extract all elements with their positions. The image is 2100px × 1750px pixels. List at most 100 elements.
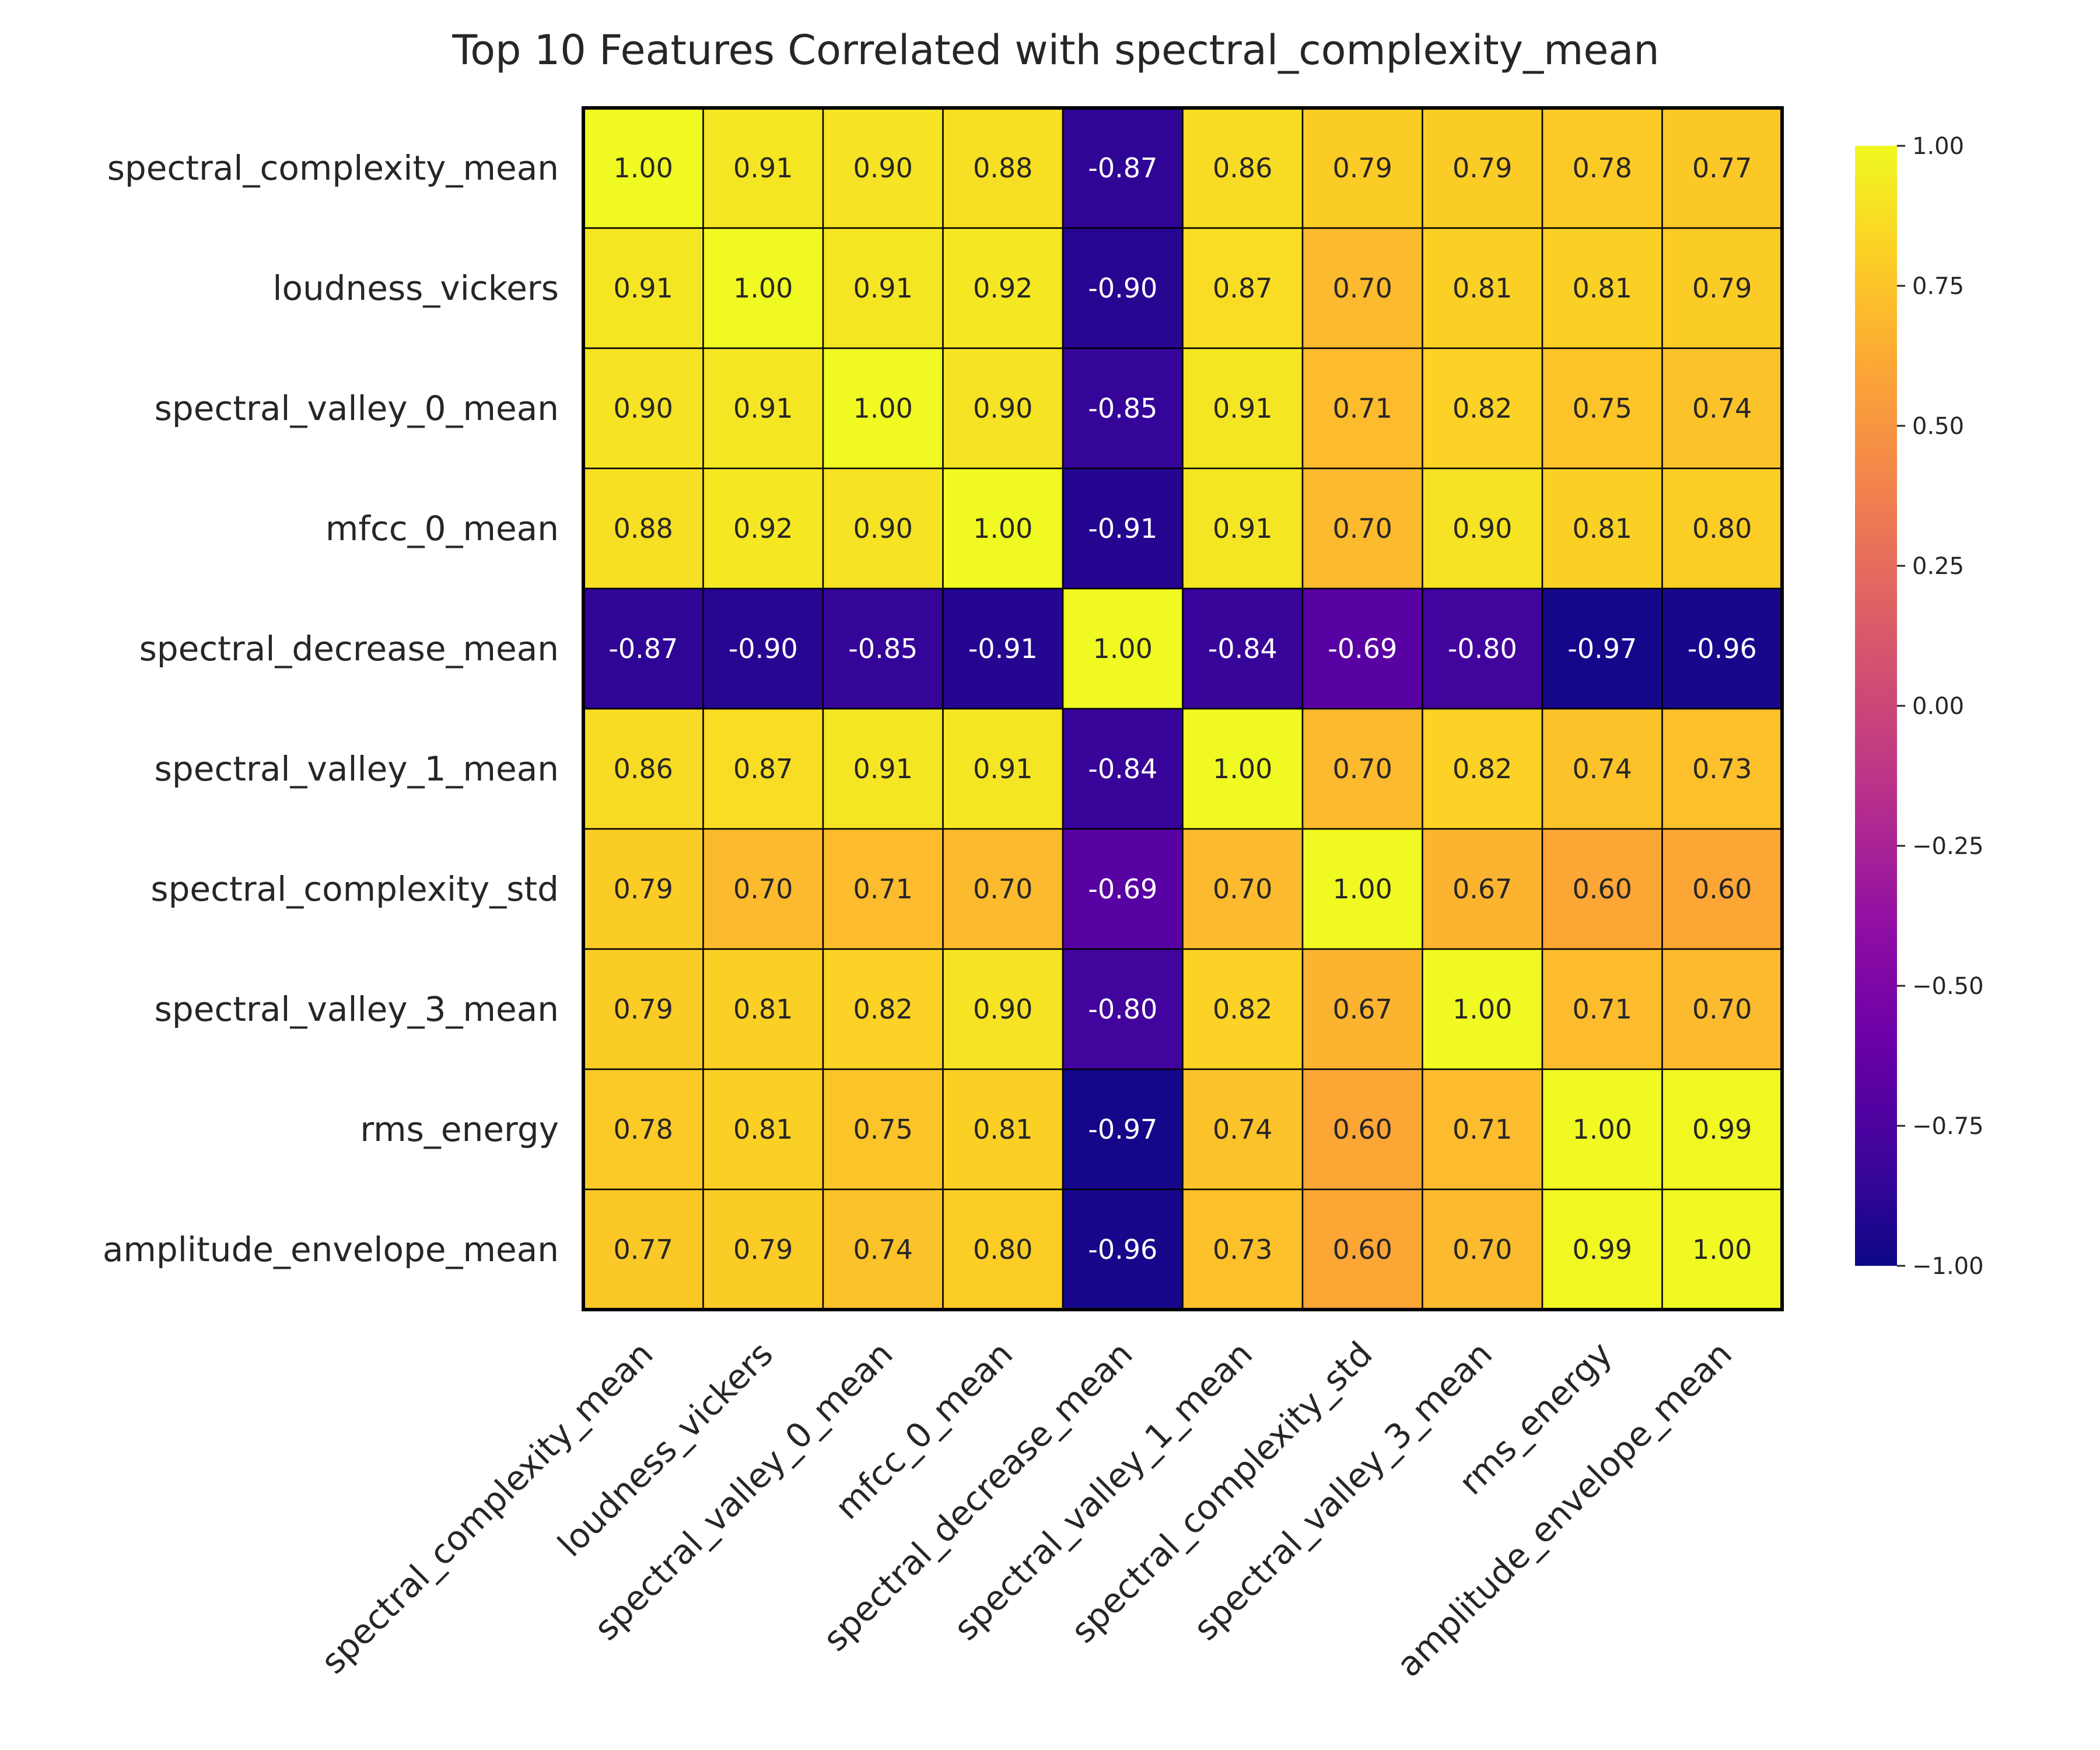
heatmap-cell — [1541, 587, 1663, 710]
cell-value-label: 0.99 — [1573, 1234, 1632, 1265]
cell-value-label: 1.00 — [1333, 873, 1392, 905]
cell-value-label: 0.70 — [1333, 513, 1392, 544]
cell-value-label: 0.73 — [1692, 753, 1752, 785]
cell-value-label: 0.88 — [973, 152, 1032, 184]
cell-value-label: 0.86 — [1213, 152, 1272, 184]
heatmap-cell — [822, 948, 944, 1070]
heatmap-cell — [942, 107, 1064, 229]
cell-value-label: 0.78 — [614, 1114, 673, 1145]
heatmap-cell — [1182, 107, 1304, 229]
cell-value-label: 0.79 — [733, 1234, 793, 1265]
heatmap-cell-labels: 1.00 0.91 0.90 0.88 -0.87 0.86 0.79 0.79 0.78 0.7… — [608, 152, 1757, 1265]
heatmap-cell — [1422, 347, 1544, 470]
cell-value-label: 0.80 — [973, 1234, 1032, 1265]
heatmap-cell — [1182, 467, 1304, 590]
heatmap-cell — [582, 1188, 704, 1311]
cell-value-label: -0.80 — [1088, 993, 1157, 1025]
cell-value-label: 0.67 — [1333, 993, 1392, 1025]
cell-value-label: 0.80 — [1692, 513, 1752, 544]
heatmap-cell — [702, 227, 824, 349]
cell-value-label: -0.91 — [1088, 513, 1157, 544]
heatmap-cell — [1541, 467, 1663, 590]
heatmap-cell — [822, 587, 944, 710]
cell-value-label: 0.90 — [853, 152, 913, 184]
heatmap-cell — [1661, 1188, 1783, 1311]
row-label: loudness_vickers — [272, 268, 559, 308]
colorbar-tick-label: 0.75 — [1912, 273, 1964, 300]
cell-value-label: 0.82 — [1213, 993, 1272, 1025]
cell-value-label: 0.82 — [853, 993, 913, 1025]
cell-value-label: 0.74 — [1213, 1114, 1272, 1145]
cell-value-label: 1.00 — [614, 152, 673, 184]
colorbar-ticks: 1.00 0.75 0.50 0.25 0.00 −0.25 −0.50 −0.75 −1.00 — [1897, 133, 1984, 1280]
cell-value-label: 0.91 — [853, 753, 913, 785]
heatmap-cell — [1661, 828, 1783, 950]
cell-value-label: 0.91 — [733, 152, 793, 184]
column-labels: spectral_complexity_meanloudness_vickers… — [313, 1334, 1740, 1685]
cell-value-label: 0.90 — [1452, 513, 1512, 544]
cell-value-label: -0.87 — [1088, 152, 1157, 184]
cell-value-label: 0.88 — [614, 513, 673, 544]
cell-value-label: 0.75 — [853, 1114, 913, 1145]
row-label: spectral_valley_3_mean — [155, 989, 559, 1029]
row-label: spectral_valley_1_mean — [155, 749, 559, 789]
cell-value-label: 0.73 — [1213, 1234, 1272, 1265]
heatmap-cell — [1301, 227, 1423, 349]
cell-value-label: -0.87 — [608, 633, 678, 664]
heatmap-cell — [1062, 708, 1184, 830]
heatmap-cell — [582, 107, 704, 229]
heatmap-cell — [1062, 467, 1184, 590]
cell-value-label: 0.81 — [1573, 513, 1632, 544]
cell-value-label: 0.90 — [614, 393, 673, 424]
cell-value-label: 0.86 — [614, 753, 673, 785]
heatmap-cell — [1422, 587, 1544, 710]
heatmap-cell — [1422, 107, 1544, 229]
cell-value-label: 0.91 — [973, 753, 1032, 785]
cell-value-label: 1.00 — [853, 393, 913, 424]
colorbar-tick-label: −0.50 — [1912, 973, 1984, 1000]
cell-value-label: 0.91 — [1213, 393, 1272, 424]
cell-value-label: 0.77 — [1692, 152, 1752, 184]
cell-value-label: 0.71 — [1573, 993, 1632, 1025]
heatmap-cell — [582, 347, 704, 470]
heatmap-cell — [702, 107, 824, 229]
cell-value-label: 0.91 — [1213, 513, 1272, 544]
cell-value-label: 0.91 — [733, 393, 793, 424]
cell-value-label: 1.00 — [1573, 1114, 1632, 1145]
heatmap-cell — [1182, 828, 1304, 950]
heatmap-cell — [1301, 708, 1423, 830]
cell-value-label: -0.85 — [1088, 393, 1157, 424]
heatmap-cell — [1301, 1188, 1423, 1311]
heatmap-cell — [942, 1188, 1064, 1311]
cell-value-label: -0.97 — [1088, 1114, 1157, 1145]
cell-value-label: -0.84 — [1208, 633, 1278, 664]
row-label: spectral_complexity_mean — [107, 148, 559, 188]
heatmap-cell — [1422, 1188, 1544, 1311]
heatmap-cell — [822, 347, 944, 470]
cell-value-label: 0.92 — [733, 513, 793, 544]
cell-value-label: 0.91 — [853, 272, 913, 304]
heatmap-cell — [1541, 347, 1663, 470]
heatmap-cell — [1301, 587, 1423, 710]
cell-value-label: 0.60 — [1573, 873, 1632, 905]
cell-value-label: 0.81 — [973, 1114, 1032, 1145]
heatmap-cell — [1541, 948, 1663, 1070]
heatmap-cell — [1062, 1188, 1184, 1311]
cell-value-label: 0.79 — [1452, 152, 1512, 184]
cell-value-label: 0.70 — [733, 873, 793, 905]
heatmap-cell — [702, 347, 824, 470]
row-label: rms_energy — [360, 1110, 559, 1149]
heatmap-cell — [1301, 828, 1423, 950]
colorbar-tick-label: 0.50 — [1912, 413, 1964, 440]
heatmap-cell — [942, 1068, 1064, 1191]
cell-value-label: 0.81 — [1452, 272, 1512, 304]
cell-value-label: 0.90 — [973, 993, 1032, 1025]
heatmap-cell — [1661, 587, 1783, 710]
cell-value-label: 0.71 — [853, 873, 913, 905]
cell-value-label: 0.91 — [614, 272, 673, 304]
cell-value-label: 0.90 — [853, 513, 913, 544]
cell-value-label: 1.00 — [1213, 753, 1272, 785]
heatmap-cell — [1062, 107, 1184, 229]
heatmap-cell — [1182, 1188, 1304, 1311]
heatmap-cell — [582, 828, 704, 950]
